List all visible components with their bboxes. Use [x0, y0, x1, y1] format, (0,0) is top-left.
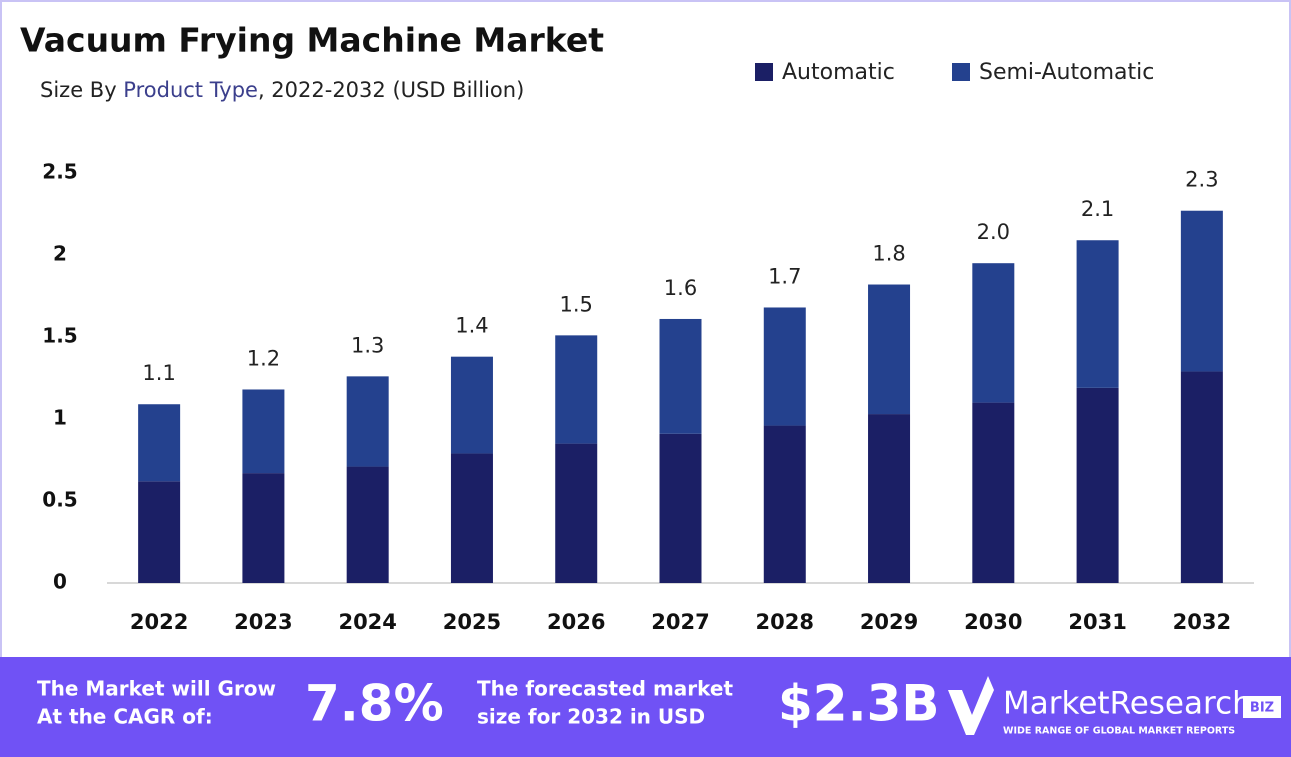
x-tick-label: 2023 [234, 610, 292, 634]
bar-segment [450, 356, 493, 454]
total-label: 1.2 [247, 346, 280, 370]
legend-label: Semi-Automatic [979, 60, 1154, 85]
cagr-text: At the CAGR of: [37, 705, 213, 729]
total-label: 1.6 [664, 276, 697, 300]
total-label: 1.7 [768, 264, 801, 288]
total-label: 2.0 [977, 220, 1010, 244]
chart-subtitle: Size By Product Type, 2022-2032 (USD Bil… [40, 78, 524, 102]
bar-segment [1076, 240, 1119, 388]
x-tick-label: 2032 [1173, 610, 1231, 634]
bar-segment [659, 433, 702, 583]
logo-badge-box [1243, 696, 1281, 718]
total-label: 2.1 [1081, 197, 1114, 221]
cagr-value: 7.8% [305, 675, 444, 733]
bar-segment [868, 414, 911, 583]
total-label: 2.3 [1185, 168, 1218, 192]
subtitle-suffix: , 2022-2032 (USD Billion) [258, 78, 524, 102]
bar-segment [138, 481, 181, 583]
bar-segment [868, 284, 911, 415]
total-label: 1.4 [455, 314, 488, 338]
subtitle-prefix: Size By [40, 78, 123, 102]
chart-title: Vacuum Frying Machine Market [20, 21, 604, 60]
y-tick-label: 0.5 [42, 488, 77, 512]
logo-icon [948, 676, 994, 735]
bar-segment [555, 443, 598, 583]
x-tick-label: 2031 [1068, 610, 1126, 634]
y-tick-label: 2 [53, 242, 67, 266]
bar-segment [763, 425, 806, 583]
total-label: 1.5 [560, 292, 593, 316]
bar-segment [242, 389, 285, 474]
bar-segment [242, 473, 285, 583]
bar-segment [346, 466, 389, 583]
bar-segment [450, 453, 493, 583]
subtitle-highlight: Product Type [123, 78, 258, 102]
total-label: 1.3 [351, 333, 384, 357]
x-tick-label: 2026 [547, 610, 605, 634]
bar-segment [1180, 371, 1223, 583]
cagr-text: The Market will Grow [37, 677, 276, 701]
x-tick-label: 2029 [860, 610, 918, 634]
total-label: 1.8 [872, 242, 905, 266]
footer-band [0, 657, 1291, 757]
x-tick-label: 2024 [338, 610, 396, 634]
legend-swatch [755, 63, 773, 81]
bar-segment [138, 404, 181, 482]
x-tick-label: 2028 [756, 610, 814, 634]
logo-text: MarketResearch [1003, 686, 1252, 722]
forecast-value: $2.3B [778, 675, 939, 733]
x-tick-label: 2022 [130, 610, 188, 634]
forecast-text: The forecasted market [477, 677, 733, 701]
bar-segment [555, 335, 598, 444]
logo-tagline: WIDE RANGE OF GLOBAL MARKET REPORTS [1003, 726, 1235, 737]
bar-segment [346, 376, 389, 467]
x-tick-label: 2025 [443, 610, 501, 634]
y-tick-label: 2.5 [42, 160, 77, 184]
bar-segment [972, 263, 1015, 403]
y-tick-label: 1 [53, 406, 67, 430]
total-label: 1.1 [142, 361, 175, 385]
logo-badge: BIZ [1250, 701, 1274, 716]
bar-segment [1076, 387, 1119, 583]
bar-segment [763, 307, 806, 426]
forecast-text: size for 2032 in USD [477, 705, 705, 729]
bar-segment [659, 318, 702, 434]
y-tick-label: 0 [53, 570, 67, 594]
bar-segment [1180, 210, 1223, 372]
y-tick-label: 1.5 [42, 324, 77, 348]
bar-segment [972, 402, 1015, 583]
legend-swatch [952, 63, 970, 81]
x-tick-label: 2030 [964, 610, 1022, 634]
x-tick-label: 2027 [651, 610, 709, 634]
legend-label: Automatic [782, 60, 895, 85]
